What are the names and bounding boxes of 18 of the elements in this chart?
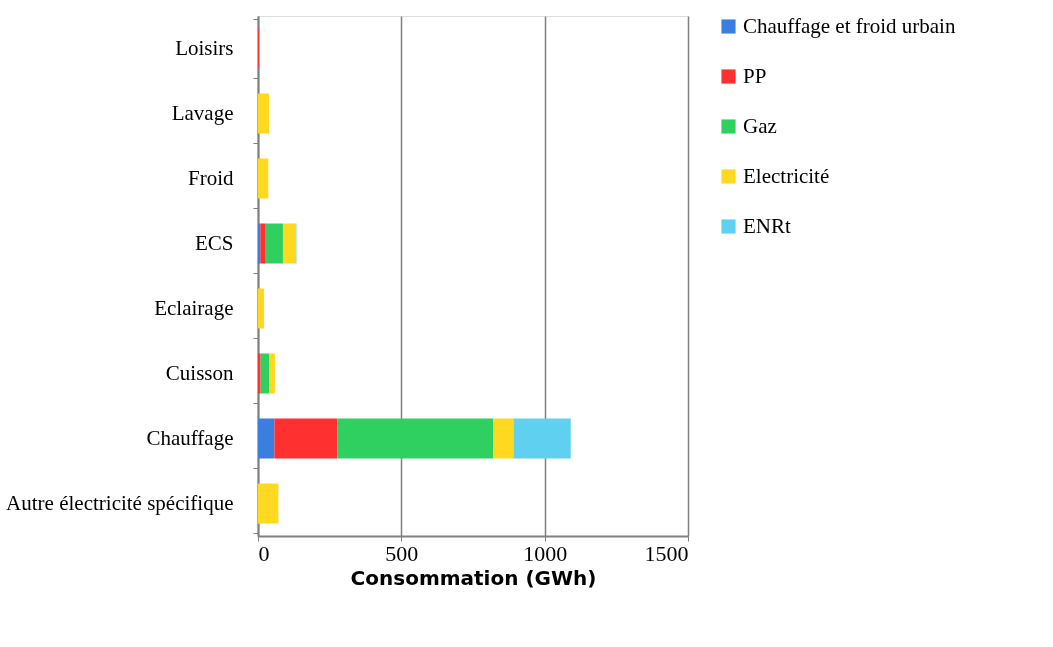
y-tick-label: ECS bbox=[194, 231, 234, 255]
y-tick-label: Chauffage bbox=[146, 426, 234, 450]
x-axis-title: Consommation (GWh) bbox=[350, 565, 597, 590]
y-tick-label: Lavage bbox=[171, 101, 234, 125]
legend-label: Chauffage et froid urbain bbox=[743, 13, 956, 38]
y-tick-label: Autre électricité spécifique bbox=[6, 491, 234, 515]
y-tick-label: Eclairage bbox=[154, 296, 234, 320]
legend-label: PP bbox=[743, 63, 767, 88]
legend-label: ENRt bbox=[743, 213, 791, 238]
x-tick-label: 500 bbox=[385, 540, 419, 566]
x-tick-label: 1500 bbox=[644, 540, 689, 566]
y-tick-label: Froid bbox=[187, 166, 234, 190]
legend-label: Electricité bbox=[743, 163, 830, 188]
x-tick-label: 0 bbox=[258, 540, 270, 566]
y-tick-label: Loisirs bbox=[175, 36, 234, 60]
legend-label: Gaz bbox=[743, 113, 777, 138]
y-tick-label: Cuisson bbox=[165, 361, 234, 385]
x-tick-label: 1000 bbox=[523, 540, 568, 566]
